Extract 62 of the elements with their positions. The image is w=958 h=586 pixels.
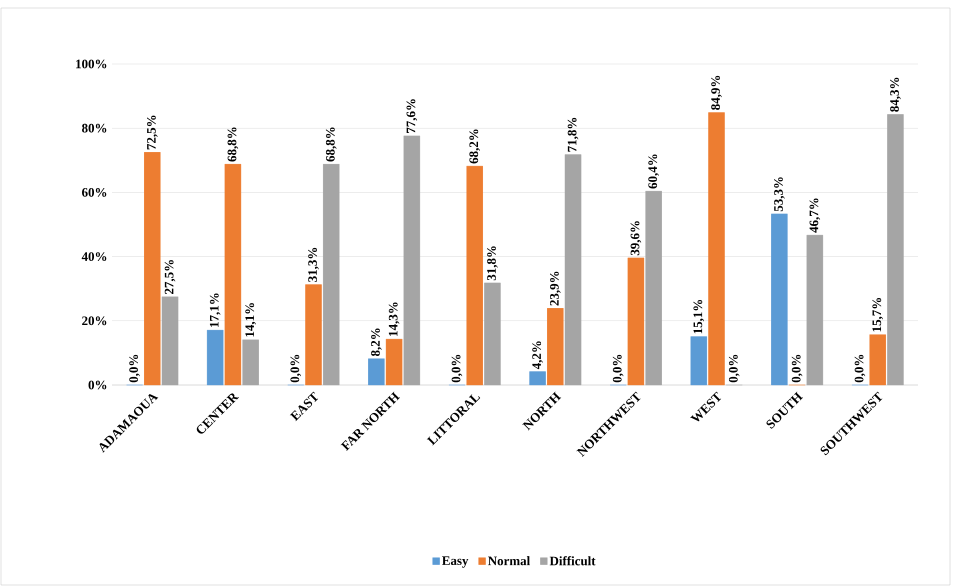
data-label: 77,6% — [406, 99, 418, 133]
bar — [887, 114, 904, 386]
bar — [484, 282, 501, 386]
data-label: 84,9% — [711, 76, 722, 110]
data-label: 0,0% — [792, 354, 802, 382]
data-label: 8,2% — [371, 328, 382, 356]
y-tick-label: 80% — [82, 124, 106, 133]
bar — [368, 358, 385, 386]
data-label: 0,0% — [452, 354, 462, 382]
y-tick-label: 20% — [82, 316, 106, 326]
data-label: 14,3% — [388, 302, 400, 336]
data-label: 31,3% — [308, 248, 319, 282]
data-label: 46,7% — [810, 198, 820, 233]
bar — [547, 308, 564, 386]
data-label: 53,3% — [774, 177, 785, 212]
data-label: 68,8% — [228, 128, 238, 162]
y-tick-label: 40% — [82, 252, 106, 261]
bar — [162, 296, 178, 386]
data-label: 60,4% — [648, 154, 659, 188]
bar — [206, 330, 224, 386]
bar — [690, 336, 708, 386]
legend-label: Normal — [488, 556, 530, 566]
data-label: 27,5% — [164, 260, 176, 294]
bar — [144, 152, 161, 386]
bar — [404, 136, 420, 386]
bar — [564, 154, 582, 386]
bar — [242, 340, 259, 386]
data-label: 0,0% — [728, 354, 740, 382]
bar — [771, 214, 788, 386]
bar — [224, 164, 242, 386]
bar — [645, 190, 662, 386]
y-tick-label: 60% — [82, 188, 106, 197]
legend-label: Easy — [442, 556, 468, 568]
bar — [628, 258, 644, 386]
data-label: 39,6% — [630, 221, 642, 256]
bar — [386, 338, 402, 386]
bar — [466, 166, 483, 386]
data-label: 68,8% — [326, 128, 337, 162]
data-label: 0,0% — [290, 354, 302, 382]
data-label: 72,5% — [146, 116, 158, 150]
bar — [305, 284, 322, 386]
data-label: 0,0% — [612, 354, 624, 382]
bar — [806, 234, 824, 386]
bar — [869, 334, 886, 386]
data-label: 15,7% — [872, 298, 884, 332]
data-label: 15,1% — [693, 300, 704, 334]
data-label: 71,8% — [568, 118, 578, 152]
bar — [708, 112, 725, 386]
legend-label: Difficult — [550, 556, 596, 566]
data-label: 84,3% — [890, 78, 901, 112]
bar — [529, 371, 546, 386]
y-tick-label: 100% — [76, 60, 106, 68]
y-tick-label: 0% — [88, 380, 106, 390]
data-label: 0,0% — [129, 354, 140, 382]
data-label: 68,2% — [469, 129, 480, 164]
data-label: 14,1% — [245, 303, 256, 337]
data-label: 4,2% — [532, 341, 543, 370]
data-label: 23,9% — [550, 272, 561, 306]
data-label: 17,1% — [210, 294, 220, 327]
data-label: 0,0% — [854, 354, 866, 382]
data-label: 31,8% — [487, 246, 498, 280]
bar — [322, 164, 340, 386]
